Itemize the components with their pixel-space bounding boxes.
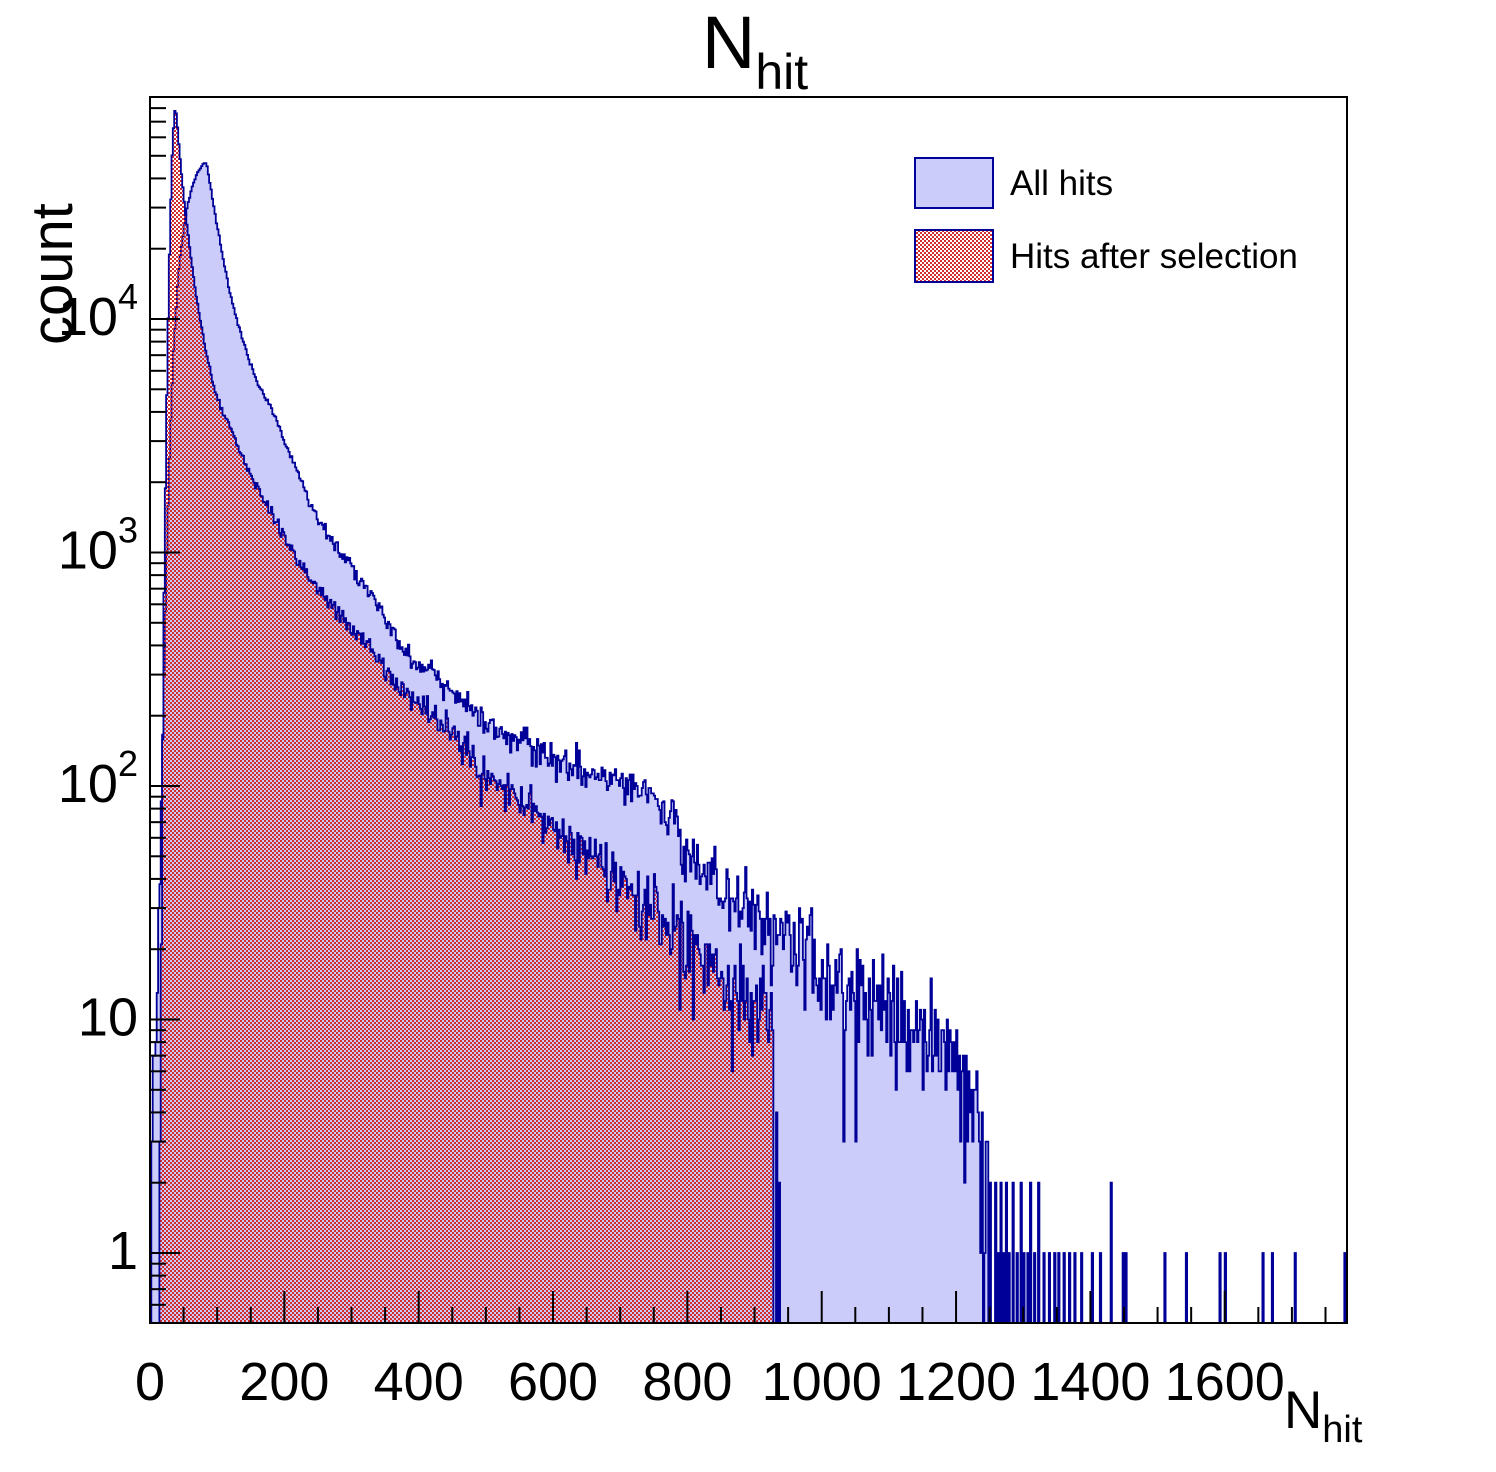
- x-axis-tick-labels: 0 200 400 600 800 1000 1200 1400 1600: [135, 1352, 1285, 1412]
- x-tick-label: 1000: [762, 1352, 882, 1412]
- y-axis-tick-labels: 1 10 102 103 104: [58, 276, 138, 1281]
- plot-frame: [149, 96, 1348, 1324]
- legend-item-hits-after-selection: Hits after selection: [914, 229, 1298, 283]
- legend-label-all-hits: All hits: [1010, 164, 1113, 203]
- x-axis-title: Nhit: [1284, 1381, 1363, 1451]
- x-tick-label: 400: [374, 1352, 464, 1412]
- legend-swatch-all-hits: [914, 157, 994, 209]
- y-axis-title: count: [20, 203, 85, 345]
- x-tick-label: 0: [135, 1352, 165, 1412]
- y-tick-label: 102: [58, 743, 138, 814]
- x-tick-label: 600: [508, 1352, 598, 1412]
- y-tick-label: 104: [58, 276, 138, 347]
- page-title: Nhit: [702, 1, 808, 100]
- y-tick-label: 1: [108, 1221, 138, 1281]
- x-axis-title-subscript: hit: [1322, 1409, 1363, 1451]
- legend-item-all-hits: All hits: [914, 157, 1113, 209]
- title-subscript: hit: [755, 44, 808, 100]
- y-tick-label: 10: [78, 988, 138, 1048]
- legend: All hits Hits after selection: [914, 157, 1298, 283]
- x-axis-title-main: N: [1284, 1381, 1322, 1440]
- x-tick-label: 800: [642, 1352, 732, 1412]
- y-tick-label: 103: [58, 510, 138, 581]
- legend-label-hits-after-selection: Hits after selection: [1010, 237, 1298, 276]
- x-tick-label: 1400: [1030, 1352, 1150, 1412]
- x-tick-label: 1200: [896, 1352, 1016, 1412]
- x-tick-label: 200: [239, 1352, 329, 1412]
- legend-swatch-hits-after-selection: [914, 229, 994, 283]
- x-tick-label: 1600: [1165, 1352, 1285, 1412]
- series-hits-after-selection: [150, 110, 785, 1324]
- title-main: N: [702, 1, 755, 84]
